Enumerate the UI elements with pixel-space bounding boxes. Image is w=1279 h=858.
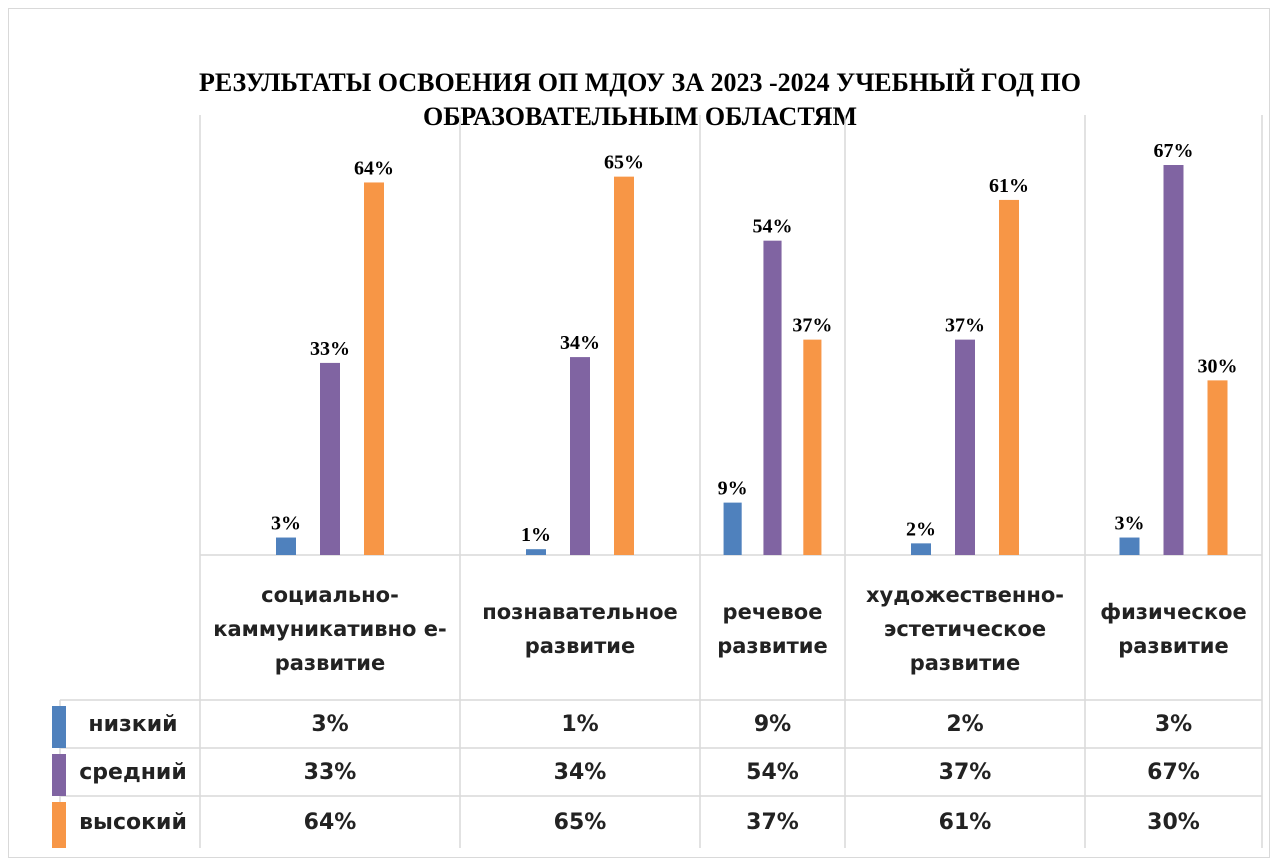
data-label: 61% — [989, 175, 1029, 197]
bar — [526, 549, 546, 555]
table-value: 9% — [753, 711, 792, 737]
data-label: 34% — [560, 332, 600, 354]
chart-title: РЕЗУЛЬТАТЫ ОСВОЕНИЯ ОП МДОУ ЗА 2023 -202… — [199, 68, 1081, 131]
data-label: 3% — [271, 513, 301, 535]
legend-label: низкий — [88, 711, 178, 737]
bar — [320, 362, 340, 555]
table-value: 37% — [746, 809, 799, 835]
bar — [364, 182, 384, 555]
legend-key — [52, 754, 66, 796]
bar — [723, 502, 742, 555]
category-label: познавательное развитие — [482, 600, 678, 658]
table-value: 3% — [1154, 711, 1193, 737]
table-value: 3% — [311, 711, 349, 737]
legend-label: высокий — [79, 809, 187, 835]
table-value: 30% — [1147, 809, 1200, 835]
category-label: социально-каммуникативно е- развитие — [213, 583, 447, 675]
bar — [276, 537, 296, 555]
table-value: 65% — [553, 809, 607, 835]
data-label: 2% — [906, 518, 936, 540]
category-label: художественно-эстетическое развитие — [865, 583, 1065, 675]
legend-label: средний — [79, 759, 187, 785]
data-label: 37% — [945, 315, 985, 337]
table-value: 61% — [938, 809, 992, 835]
data-label: 37% — [792, 315, 832, 337]
data-label: 64% — [354, 157, 394, 179]
table-value: 67% — [1147, 759, 1200, 785]
bar — [999, 199, 1019, 556]
data-label: 33% — [310, 338, 350, 360]
bar — [803, 339, 822, 555]
category-label: речевое развитие — [717, 600, 828, 658]
bar — [955, 339, 975, 555]
bar — [614, 176, 634, 555]
table-value: 33% — [303, 759, 357, 785]
data-label: 9% — [718, 478, 748, 500]
data-label: 3% — [1115, 513, 1145, 535]
data-label: 67% — [1154, 140, 1194, 162]
data-label: 65% — [604, 152, 644, 174]
legend-key — [52, 706, 66, 748]
legend-key — [52, 802, 66, 848]
table-value: 2% — [946, 711, 984, 737]
data-label: 54% — [753, 216, 793, 238]
data-label: 30% — [1198, 355, 1238, 377]
table-value: 1% — [561, 711, 599, 737]
bar — [1119, 537, 1140, 555]
table-value: 64% — [303, 809, 357, 835]
bar — [763, 240, 782, 556]
table-value: 37% — [938, 759, 992, 785]
table-value: 54% — [746, 759, 799, 785]
data-label: 1% — [521, 524, 551, 546]
table-value: 34% — [553, 759, 607, 785]
bar — [911, 543, 931, 555]
bar — [1207, 380, 1228, 555]
bar — [1163, 165, 1184, 555]
category-label: физическое развитие — [1100, 600, 1247, 658]
bar — [570, 357, 590, 555]
